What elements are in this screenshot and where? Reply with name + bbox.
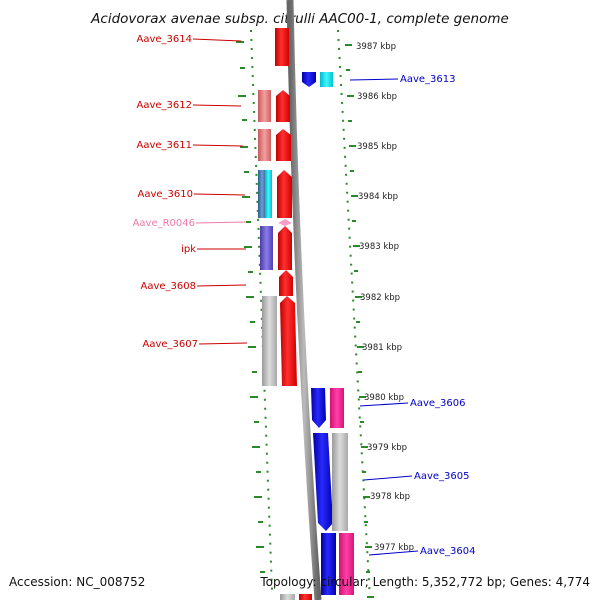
gene-aave-3610-a[interactable] bbox=[258, 170, 266, 218]
gene-aave-3611-pseudo[interactable] bbox=[258, 129, 271, 161]
gene-aave-3613-blue[interactable] bbox=[302, 72, 316, 87]
kbp-label: 3977 kbp bbox=[374, 543, 414, 553]
gene-label[interactable]: Aave_3612 bbox=[137, 100, 193, 111]
gene-bottom-red[interactable] bbox=[299, 594, 312, 600]
gene-label[interactable]: ipk bbox=[181, 244, 196, 255]
accession-text: Accession: NC_008752 bbox=[9, 575, 145, 589]
kbp-label: 3983 kbp bbox=[359, 242, 399, 252]
gene-aave-3612[interactable] bbox=[276, 90, 290, 122]
kbp-label: 3982 kbp bbox=[360, 293, 400, 303]
kbp-scale: 3987 kbp 3986 kbp 3985 kbp 3984 kbp 3983… bbox=[356, 42, 414, 553]
gene-label[interactable]: Aave_3613 bbox=[400, 74, 456, 85]
gene-label[interactable]: Aave_3607 bbox=[143, 339, 199, 350]
gene-aave-3614[interactable] bbox=[275, 28, 289, 66]
gene-bottom-gray[interactable] bbox=[280, 594, 295, 600]
gene-aave-3613[interactable] bbox=[320, 72, 333, 87]
gene-aave-3605[interactable] bbox=[313, 433, 333, 531]
gene-aave-3604[interactable] bbox=[321, 533, 336, 595]
right-gene-labels: Aave_3613 Aave_3606 Aave_3605 Aave_3604 bbox=[349, 74, 476, 557]
gene-aave-3607[interactable] bbox=[280, 296, 297, 386]
gene-label[interactable]: Aave_3614 bbox=[137, 34, 193, 45]
gene-aave-3607-pseudo[interactable] bbox=[262, 296, 277, 386]
gene-label[interactable]: Aave_3604 bbox=[420, 546, 476, 557]
gene-aave-3611[interactable] bbox=[276, 129, 291, 161]
left-ticks bbox=[236, 41, 265, 573]
gene-aave-3608[interactable] bbox=[279, 270, 293, 296]
gene-aave-3606-pink[interactable] bbox=[330, 388, 344, 428]
gene-aave-r0046[interactable] bbox=[278, 219, 292, 226]
kbp-label: 3987 kbp bbox=[356, 42, 396, 52]
gene-aave-3605-gray[interactable] bbox=[332, 433, 348, 531]
gene-aave-3612-pseudo[interactable] bbox=[258, 90, 271, 122]
gene-label-rna[interactable]: Aave_R0046 bbox=[133, 218, 195, 229]
kbp-label: 3986 kbp bbox=[357, 92, 397, 102]
gene-label[interactable]: Aave_3606 bbox=[410, 398, 466, 409]
gene-aave-3610[interactable] bbox=[277, 170, 292, 218]
gene-label[interactable]: Aave_3605 bbox=[414, 471, 470, 482]
kbp-label: 3979 kbp bbox=[367, 443, 407, 453]
gene-label[interactable]: Aave_3608 bbox=[141, 281, 197, 292]
left-dotted-boundary bbox=[250, 29, 273, 591]
gene-aave-3604-pink[interactable] bbox=[339, 533, 354, 595]
gene-aave-3610-b[interactable] bbox=[265, 170, 272, 218]
right-ticks bbox=[345, 44, 374, 598]
kbp-label: 3981 kbp bbox=[362, 343, 402, 353]
gene-label[interactable]: Aave_3610 bbox=[138, 189, 194, 200]
left-gene-labels: Aave_3614 Aave_3612 Aave_3611 Aave_3610 … bbox=[133, 34, 248, 350]
genome-track bbox=[286, 0, 322, 600]
kbp-label: 3985 kbp bbox=[357, 142, 397, 152]
gene-ipk[interactable] bbox=[278, 226, 292, 270]
kbp-label: 3978 kbp bbox=[370, 492, 410, 502]
genome-summary-text: Topology: circular; Length: 5,352,772 bp… bbox=[259, 575, 590, 589]
gene-label[interactable]: Aave_3611 bbox=[137, 140, 193, 151]
map-title: Acidovorax avenae subsp. citrulli AAC00-… bbox=[90, 11, 509, 27]
gene-aave-3606[interactable] bbox=[311, 388, 326, 428]
gene-ipk-pseudo[interactable] bbox=[260, 226, 273, 270]
kbp-label: 3984 kbp bbox=[358, 192, 398, 202]
kbp-label: 3980 kbp bbox=[364, 393, 404, 403]
